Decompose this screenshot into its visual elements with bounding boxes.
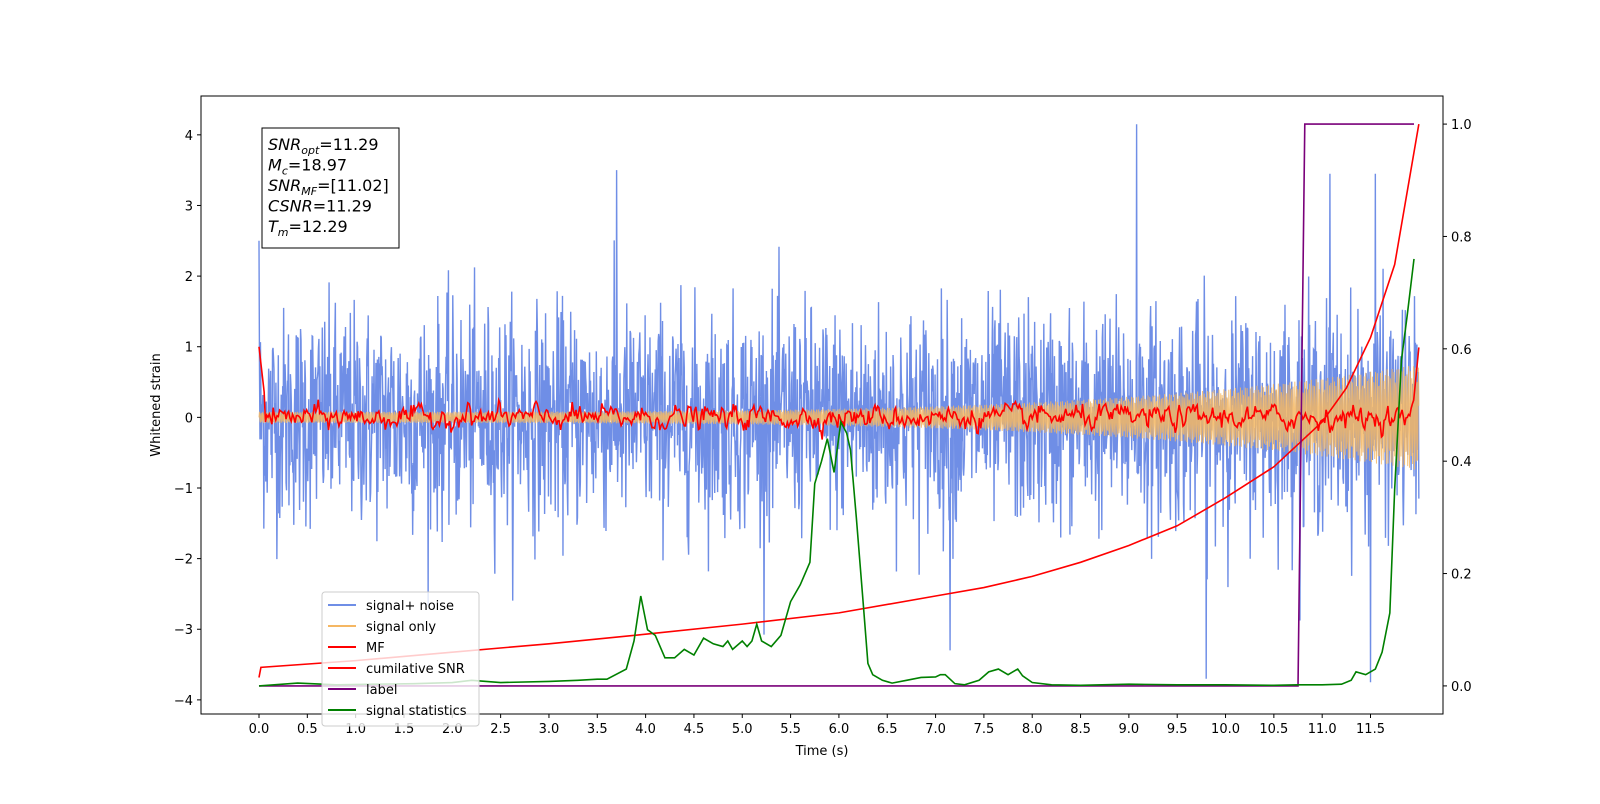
- y-left-tick-label: 2: [185, 270, 193, 285]
- stat-subscript: MF: [301, 185, 317, 198]
- x-tick-label: 6.5: [877, 722, 898, 737]
- stat-subscript: c: [282, 165, 288, 178]
- series-signal-statistics-line: [258, 258, 1415, 687]
- stat-symbol: M: [268, 156, 282, 175]
- y-right-tick-label: 0.4: [1451, 455, 1472, 470]
- x-tick-label: 4.5: [684, 722, 705, 737]
- series-label-line: [258, 123, 1414, 687]
- x-tick-label: 9.5: [1167, 722, 1188, 737]
- stats-line: SNRopt=11.29: [268, 135, 379, 157]
- series-signal-noise-line: [258, 124, 1420, 683]
- x-axis-label: Time (s): [795, 744, 849, 759]
- y-right-tick-label: 1.0: [1451, 118, 1472, 133]
- legend-label-signal-statistics: signal statistics: [366, 704, 467, 719]
- legend-label-signal-noise: signal+ noise: [366, 599, 454, 614]
- stat-symbol: SNR: [268, 135, 301, 154]
- stat-value: =18.97: [288, 156, 347, 175]
- stat-subscript: m: [278, 226, 289, 239]
- y-left-tick-label: 4: [185, 129, 193, 144]
- legend-label-label: label: [366, 683, 397, 698]
- stats-line: CSNR=11.29: [268, 197, 372, 216]
- series-cumilative-snr-line: [258, 123, 1420, 678]
- legend-label-signal-only: signal only: [366, 620, 436, 635]
- x-tick-label: 0.5: [297, 722, 318, 737]
- stats-line: Tm=12.29: [268, 217, 348, 239]
- x-tick-label: 10.5: [1259, 722, 1288, 737]
- stats-box-frame: [261, 127, 400, 249]
- stat-symbol: T: [268, 217, 279, 236]
- x-tick-label: 7.0: [925, 722, 946, 737]
- stat-symbol: CSNR: [268, 197, 313, 216]
- stats-line: SNRMF=[11.02]: [268, 176, 389, 198]
- y-right-tick-label: 0.6: [1451, 343, 1472, 358]
- y-left-tick-label: −1: [174, 482, 193, 497]
- y-left-tick-label: −2: [174, 553, 193, 568]
- x-tick-label: 8.5: [1070, 722, 1091, 737]
- x-tick-label: 0.0: [249, 722, 270, 737]
- x-tick-label: 5.5: [780, 722, 801, 737]
- series-signal-only-line: [258, 366, 1420, 470]
- y-left-tick-label: −4: [174, 694, 193, 709]
- stat-value: =11.29: [319, 135, 378, 154]
- x-tick-label: 11.0: [1308, 722, 1337, 737]
- x-tick-label: 9.0: [1119, 722, 1140, 737]
- y-left-tick-label: 0: [185, 411, 193, 426]
- stats-box: SNRopt=11.29Mc=18.97SNRMF=[11.02]CSNR=11…: [261, 127, 400, 249]
- x-tick-label: 10.0: [1211, 722, 1240, 737]
- y-right-tick-label: 0.0: [1451, 680, 1472, 695]
- plot-layer: [258, 123, 1420, 687]
- y-axis-label-left: Whitened strain: [149, 353, 164, 456]
- y-right-tick-label: 0.2: [1451, 568, 1472, 583]
- legend-frame: [321, 591, 480, 727]
- x-tick-label: 6.0: [829, 722, 850, 737]
- x-tick-label: 2.5: [490, 722, 511, 737]
- x-tick-label: 7.5: [974, 722, 995, 737]
- stat-symbol: SNR: [268, 176, 301, 195]
- x-tick-label: 8.0: [1022, 722, 1043, 737]
- legend-label-cumilative-snr: cumilative SNR: [366, 662, 465, 677]
- series-mf-line: [258, 346, 1420, 440]
- x-tick-label: 3.5: [587, 722, 608, 737]
- stat-value: =12.29: [289, 217, 348, 236]
- legend-label-mf: MF: [366, 641, 385, 656]
- x-tick-label: 4.0: [635, 722, 656, 737]
- y-left-tick-label: −3: [174, 623, 193, 638]
- stats-line: Mc=18.97: [268, 156, 347, 178]
- x-tick-label: 11.5: [1356, 722, 1385, 737]
- axes-frame: [200, 95, 1444, 715]
- stat-value: =11.29: [313, 197, 372, 216]
- y-right-tick-label: 0.8: [1451, 230, 1472, 245]
- legend: signal+ noise signal only MF cumilative SNR…: [321, 591, 480, 727]
- stat-value: =[11.02]: [317, 176, 389, 195]
- x-tick-label: 3.0: [539, 722, 560, 737]
- stat-subscript: opt: [301, 144, 320, 157]
- y-left-tick-label: 3: [185, 199, 193, 214]
- y-left-tick-label: 1: [185, 341, 193, 356]
- x-tick-label: 5.0: [732, 722, 753, 737]
